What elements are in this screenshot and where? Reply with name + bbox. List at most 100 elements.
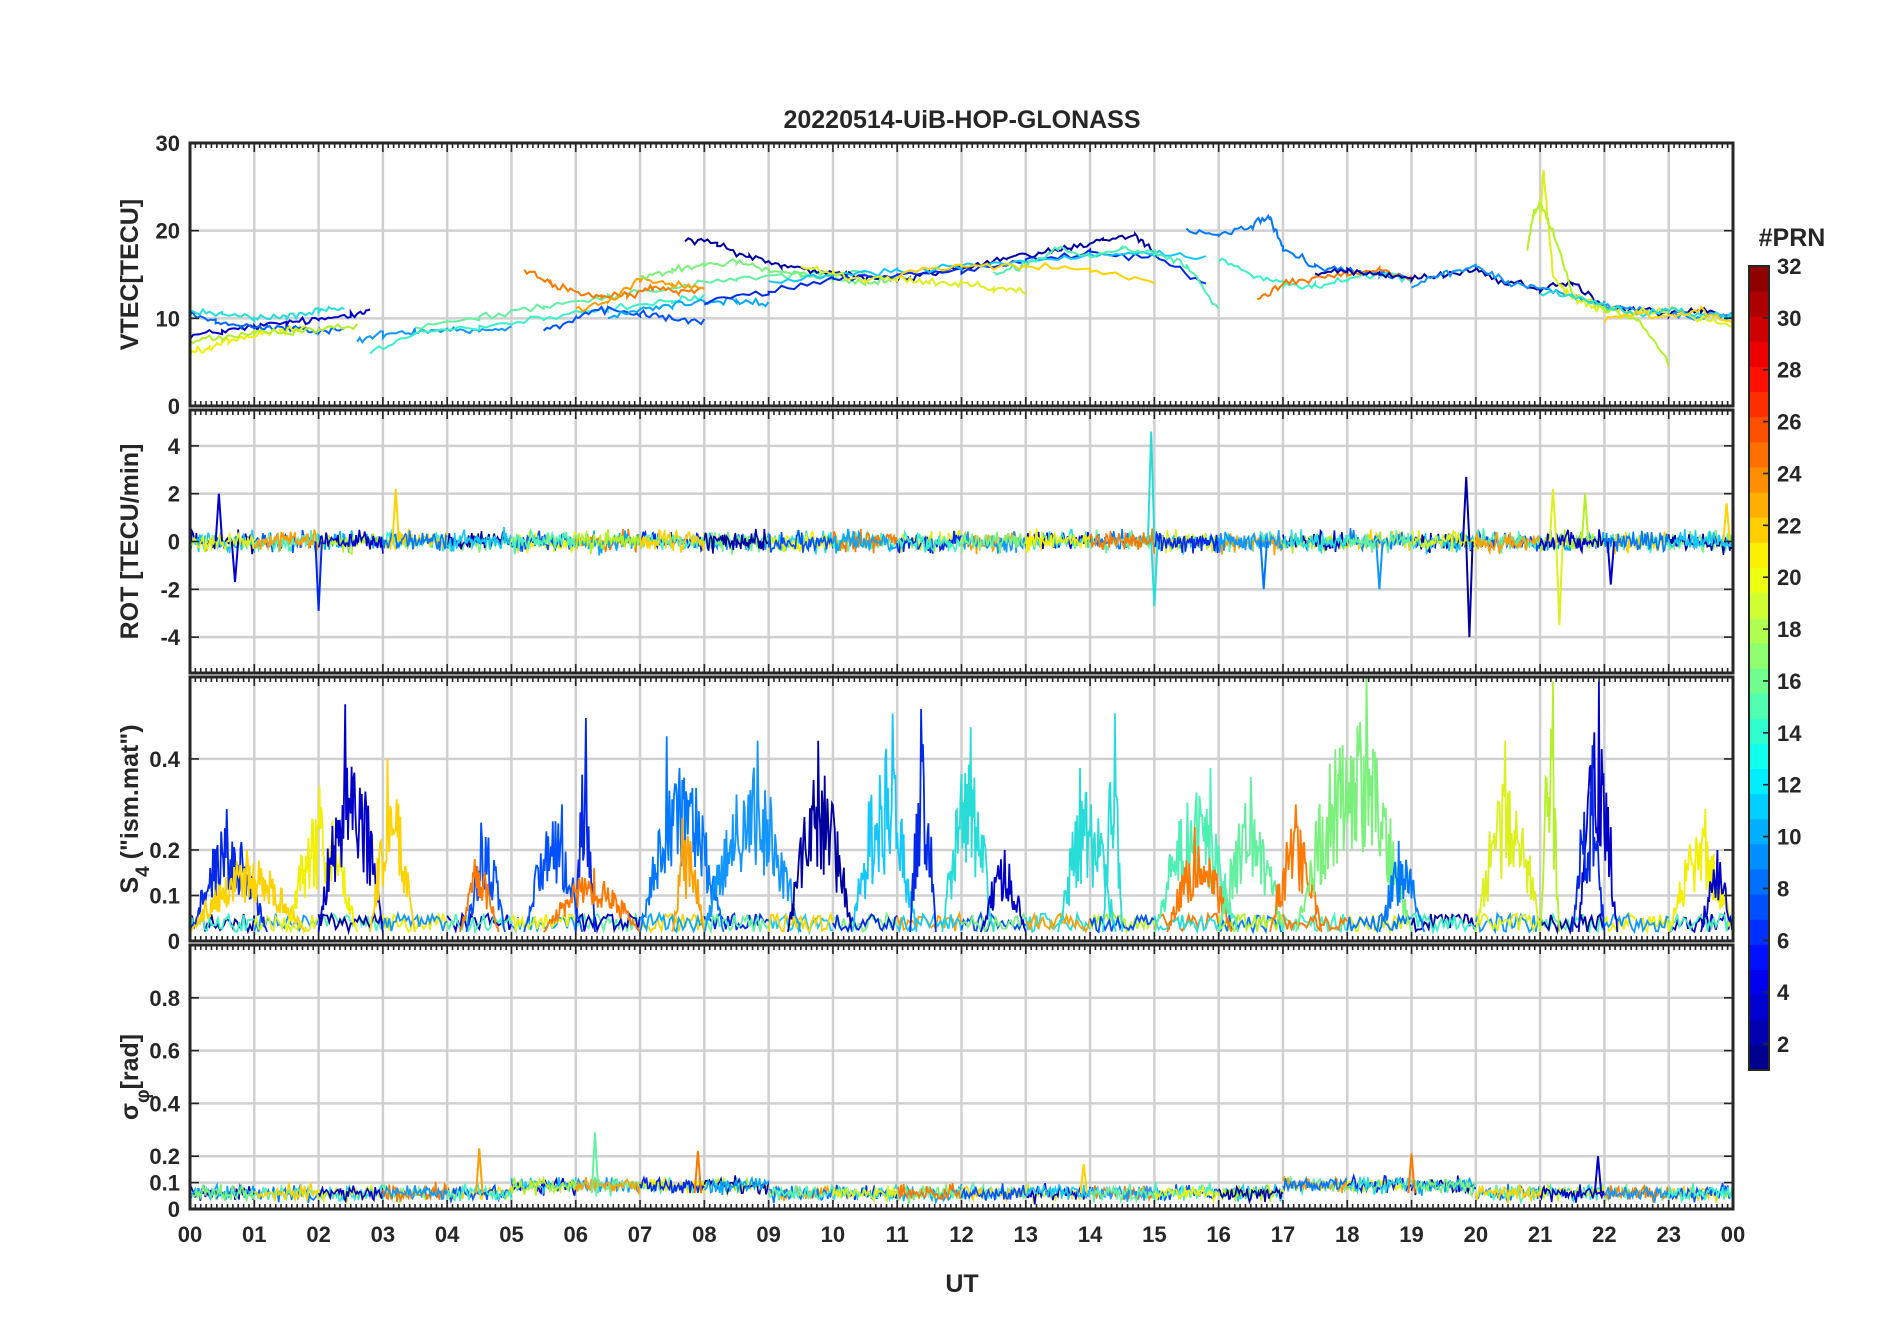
s4-burst <box>574 717 596 932</box>
sigma-trace <box>960 1183 1027 1201</box>
vtec-series-prn-6 <box>542 305 706 332</box>
rot-trace <box>1217 530 1284 553</box>
rot-trace <box>767 530 834 553</box>
vtec-series-prn-23 <box>1257 264 1413 300</box>
colorbar-band <box>1749 416 1769 443</box>
sigma-trace <box>639 1175 705 1194</box>
s4-burst <box>1571 745 1606 932</box>
s4-burst <box>465 822 506 933</box>
y-tick-label: 0 <box>168 929 180 954</box>
x-tick-label: 12 <box>949 1222 973 1247</box>
s4-burst <box>1539 681 1561 932</box>
rot-trace <box>1539 529 1606 555</box>
s4-burst <box>190 849 307 933</box>
sigma-trace <box>703 1175 770 1196</box>
rot-trace <box>1410 531 1477 555</box>
sigma-trace <box>767 1182 834 1201</box>
s4-burst <box>1667 808 1733 933</box>
x-tick-label: 22 <box>1592 1222 1616 1247</box>
y-tick-label: 0.1 <box>149 1171 180 1196</box>
x-tick-label: 17 <box>1271 1222 1295 1247</box>
s4-burst <box>285 786 359 933</box>
y-tick-label: 10 <box>156 306 180 331</box>
s4-baseline <box>1282 912 1349 932</box>
s4-baseline <box>832 913 898 934</box>
s4-burst <box>979 849 1027 933</box>
x-tick-label: 20 <box>1464 1222 1488 1247</box>
vtec-series-prn-20 <box>190 325 306 356</box>
rot-trace <box>1346 529 1413 554</box>
colorbar-label: #PRN <box>1759 224 1826 252</box>
colorbar-band <box>1749 642 1769 669</box>
rot-trace <box>1217 530 1284 553</box>
s4-baseline <box>767 911 834 934</box>
sigma-trace <box>832 1185 898 1204</box>
y-tick-label: 20 <box>156 219 180 244</box>
colorbar-band <box>1749 869 1769 895</box>
sigma-trace <box>317 1185 384 1204</box>
s4-burst <box>787 740 854 933</box>
series-group <box>190 677 1733 936</box>
x-tick-label: 23 <box>1656 1222 1680 1247</box>
colorbar-band <box>1749 266 1769 292</box>
panel-3: 0 0.1 0.2 0.4S4 ("ism.mat") <box>116 675 1735 954</box>
s4-burst <box>369 758 416 933</box>
y-tick-label: 0.8 <box>149 986 180 1011</box>
x-tick-label: 00 <box>1721 1222 1745 1247</box>
y-tick-label: 0.2 <box>149 838 180 863</box>
rot-spike <box>1580 493 1590 542</box>
colorbar-tick-label: 18 <box>1777 617 1801 642</box>
rot-trace <box>511 527 577 555</box>
rot-trace <box>446 526 513 552</box>
s4-baseline <box>896 912 963 934</box>
series-group <box>190 1132 1733 1205</box>
x-tick-label: 11 <box>886 1222 909 1247</box>
s4-burst <box>671 818 706 933</box>
sigma-trace <box>1411 1177 1477 1199</box>
colorbar-band <box>1749 894 1769 920</box>
rot-trace <box>575 529 641 555</box>
panel-frame <box>188 141 1735 408</box>
s4-burst <box>1378 840 1426 933</box>
rot-spike <box>1462 476 1471 542</box>
panel-frame <box>188 408 1735 675</box>
s4-baseline <box>575 911 641 934</box>
sigma-trace <box>1539 1184 1606 1203</box>
colorbar-tick-label: 4 <box>1777 980 1790 1005</box>
colorbar-band <box>1749 441 1769 468</box>
sigma-spike <box>590 1132 600 1194</box>
x-tick-label: 14 <box>1078 1222 1103 1247</box>
colorbar-band <box>1749 366 1769 393</box>
vtec-series-prn-5 <box>703 247 1207 306</box>
rot-trace <box>510 530 577 553</box>
rot-trace <box>1475 531 1541 556</box>
colorbar-band <box>1749 592 1769 619</box>
rot-trace <box>639 528 706 553</box>
rot-trace <box>1667 528 1733 553</box>
rot-spike <box>1722 503 1731 542</box>
s4-burst <box>1166 827 1233 933</box>
x-tick-label: 09 <box>756 1222 780 1247</box>
x-tick-label: 19 <box>1399 1222 1423 1247</box>
sigma-spike <box>475 1148 484 1194</box>
x-tick-label: 10 <box>821 1222 845 1247</box>
rot-trace <box>1411 529 1477 553</box>
vtec-series-prn-3 <box>190 308 371 340</box>
rot-spike <box>1259 541 1268 590</box>
rot-spike <box>391 488 400 542</box>
vtec-series-prn-12 <box>1539 289 1733 322</box>
colorbar-band <box>1749 1044 1769 1071</box>
colorbar-tick-label: 8 <box>1777 876 1789 901</box>
sigma-spike <box>1407 1153 1416 1194</box>
s4-burst <box>703 740 802 933</box>
panel-2: -4 -2 0 2 4 ROT [TECU/min] <box>116 408 1735 675</box>
sigma-trace <box>510 1177 577 1195</box>
sigma-trace <box>1025 1183 1091 1200</box>
vtec-series-prn-13 <box>369 293 706 355</box>
colorbar-band <box>1749 1019 1769 1046</box>
rot-trace <box>896 529 963 554</box>
sigma-trace <box>1218 1183 1284 1202</box>
y-tick-label: -4 <box>160 625 180 650</box>
